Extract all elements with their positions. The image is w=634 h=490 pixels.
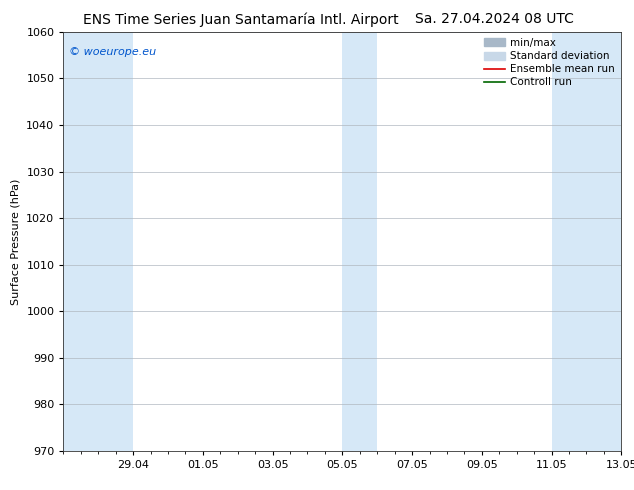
Y-axis label: Surface Pressure (hPa): Surface Pressure (hPa) [11, 178, 21, 304]
Legend: min/max, Standard deviation, Ensemble mean run, Controll run: min/max, Standard deviation, Ensemble me… [480, 34, 619, 92]
Text: Sa. 27.04.2024 08 UTC: Sa. 27.04.2024 08 UTC [415, 12, 574, 26]
Text: ENS Time Series Juan Santamaría Intl. Airport: ENS Time Series Juan Santamaría Intl. Ai… [83, 12, 399, 27]
Text: © woeurope.eu: © woeurope.eu [69, 47, 156, 56]
Bar [552, 32, 621, 451]
Bar [342, 32, 377, 451]
Bar [63, 32, 133, 451]
